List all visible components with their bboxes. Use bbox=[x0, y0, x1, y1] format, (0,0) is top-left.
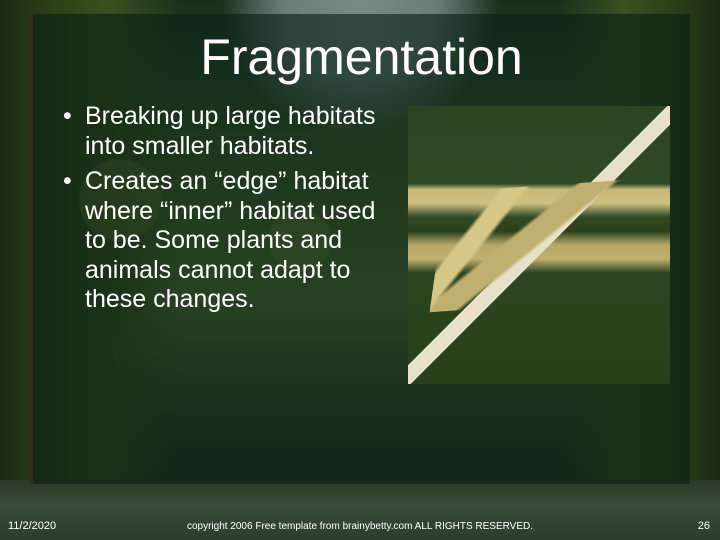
body-wrap: Breaking up large habitats into smaller … bbox=[33, 102, 690, 384]
image-valley-overlay bbox=[430, 180, 627, 313]
fragmentation-image bbox=[408, 106, 670, 384]
footer-copyright: copyright 2006 Free template from brainy… bbox=[0, 521, 720, 532]
bullet-item: Breaking up large habitats into smaller … bbox=[63, 102, 394, 161]
bullet-item: Creates an “edge” habitat where “inner” … bbox=[63, 167, 394, 315]
slide-title: Fragmentation bbox=[33, 14, 690, 102]
footer-page-number: 26 bbox=[698, 520, 710, 532]
content-overlay: Fragmentation Breaking up large habitats… bbox=[30, 14, 690, 484]
bullet-list: Breaking up large habitats into smaller … bbox=[63, 102, 394, 384]
slide-container: Fragmentation Breaking up large habitats… bbox=[0, 0, 720, 540]
